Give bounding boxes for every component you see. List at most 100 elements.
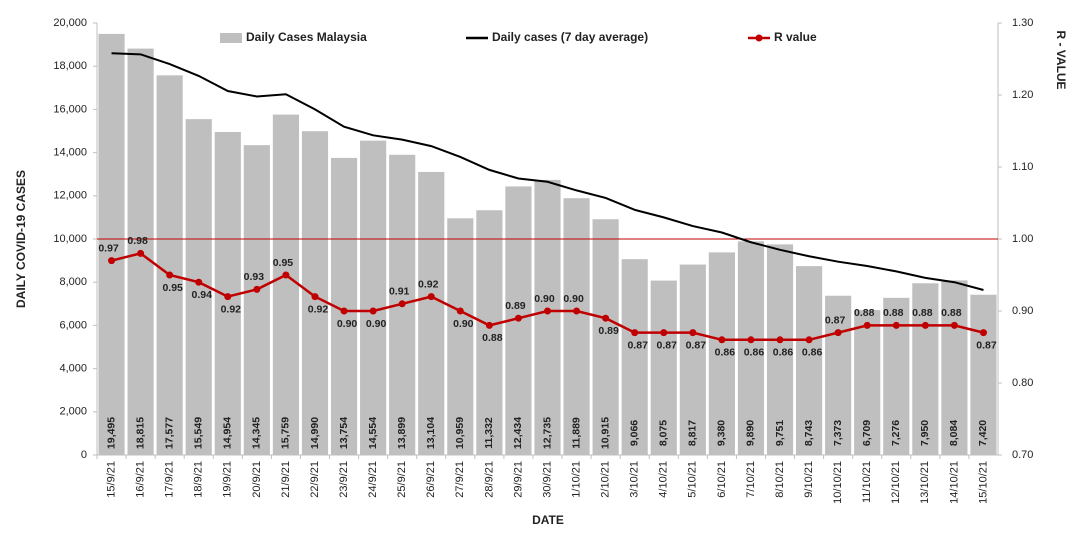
marker: [195, 278, 203, 286]
data-label: 0.87: [657, 339, 678, 351]
y2-tick-label: 1.00: [1012, 233, 1033, 245]
bar-value-label: 9,751: [774, 420, 786, 446]
bar-value-label: 12,434: [512, 417, 524, 449]
data-label: 0.88: [482, 332, 503, 344]
x-tick-label: 9/10/21: [803, 461, 815, 498]
marker: [544, 307, 551, 315]
y-axis-title: DAILY COVID-19 CASES: [14, 170, 28, 308]
data-label: 0.88: [941, 307, 962, 319]
y2-tick-label: 0.80: [1012, 377, 1033, 389]
x-tick-label: 12/10/21: [890, 461, 902, 504]
bar: [476, 210, 503, 455]
marker: [834, 329, 842, 337]
y2-tick-label: 1.20: [1012, 89, 1033, 101]
y-tick-label: 6,000: [59, 319, 87, 331]
x-tick-label: 7/10/21: [745, 461, 757, 498]
data-label: 0.88: [854, 307, 875, 319]
bar-value-label: 19,495: [105, 417, 117, 449]
marker: [689, 329, 697, 337]
x-tick-label: 5/10/21: [687, 461, 699, 498]
data-label: 0.88: [883, 307, 904, 319]
marker: [398, 300, 406, 308]
y-tick-label: 0: [81, 449, 87, 461]
y-tick-label: 4,000: [59, 363, 87, 375]
marker: [631, 329, 639, 337]
bar-value-label: 17,577: [163, 417, 175, 449]
y-tick-label: 8,000: [59, 276, 87, 288]
data-label: 0.86: [744, 347, 765, 359]
bar: [592, 219, 619, 455]
bar-value-label: 9,890: [745, 420, 757, 446]
data-label: 0.86: [773, 347, 794, 359]
marker: [747, 336, 755, 344]
bar-value-label: 13,754: [338, 417, 350, 449]
marker: [979, 329, 987, 337]
bar: [243, 145, 270, 455]
marker: [253, 285, 261, 293]
marker: [282, 271, 290, 279]
bar: [737, 241, 765, 455]
marker: [950, 321, 958, 329]
data-label: 0.87: [627, 339, 648, 351]
bar-value-label: 9,380: [716, 420, 728, 446]
legend-marker: [755, 34, 763, 42]
data-label: 0.90: [453, 318, 474, 330]
bar-value-label: 6,709: [861, 420, 873, 446]
data-label: 0.92: [308, 303, 329, 315]
x-tick-label: 24/9/21: [367, 461, 379, 498]
bar-value-label: 14,990: [309, 417, 321, 449]
legend-swatch: [220, 33, 242, 43]
data-label: 0.97: [98, 242, 119, 254]
x-tick-label: 2/10/21: [600, 461, 612, 498]
data-label: 0.87: [686, 339, 707, 351]
marker: [166, 271, 174, 279]
bar: [854, 310, 881, 455]
x-tick-label: 10/10/21: [832, 461, 844, 504]
data-label: 0.87: [976, 339, 997, 351]
bar-value-label: 10,959: [454, 417, 466, 449]
marker: [805, 336, 813, 344]
bar-value-label: 8,084: [948, 420, 960, 446]
data-label: 0.86: [715, 347, 736, 359]
data-label: 0.95: [273, 257, 294, 269]
x-tick-label: 26/9/21: [425, 461, 437, 498]
y-tick-label: 16,000: [53, 103, 87, 115]
data-label: 0.91: [389, 286, 410, 298]
marker: [311, 293, 319, 301]
data-label: 0.94: [192, 289, 213, 301]
bar: [679, 264, 706, 455]
data-label: 0.92: [418, 278, 439, 290]
bar: [912, 283, 939, 455]
bar-value-label: 15,549: [193, 417, 205, 449]
bar-value-label: 8,743: [803, 420, 815, 446]
bar: [418, 171, 445, 455]
x-tick-label: 6/10/21: [716, 461, 728, 498]
bar: [941, 280, 968, 455]
bar-value-label: 7,276: [890, 420, 902, 446]
x-tick-label: 28/9/21: [483, 461, 495, 498]
x-tick-label: 30/9/21: [541, 461, 553, 498]
x-tick-label: 15/10/21: [977, 461, 989, 504]
marker: [369, 307, 377, 315]
bar: [766, 244, 794, 455]
y2-tick-label: 1.10: [1012, 161, 1033, 173]
line: [111, 52, 984, 291]
bar: [796, 266, 823, 455]
bar: [825, 295, 852, 455]
bar-value-label: 13,899: [396, 417, 408, 449]
x-tick-label: 4/10/21: [658, 461, 670, 498]
marker: [427, 293, 435, 301]
x-tick-label: 13/10/21: [919, 461, 931, 504]
bar-value-label: 7,420: [977, 420, 989, 446]
x-tick-label: 17/9/21: [164, 461, 176, 498]
y2-tick-label: 1.30: [1012, 17, 1033, 29]
marker: [660, 329, 668, 337]
bar-value-label: 7,373: [832, 420, 844, 446]
bar-value-label: 8,817: [687, 420, 699, 446]
data-label: 0.95: [162, 282, 183, 294]
x-tick-label: 1/10/21: [570, 461, 582, 498]
y-tick-label: 10,000: [53, 233, 87, 245]
bar-value-label: 11,332: [483, 417, 495, 449]
y-tick-label: 18,000: [53, 60, 87, 72]
